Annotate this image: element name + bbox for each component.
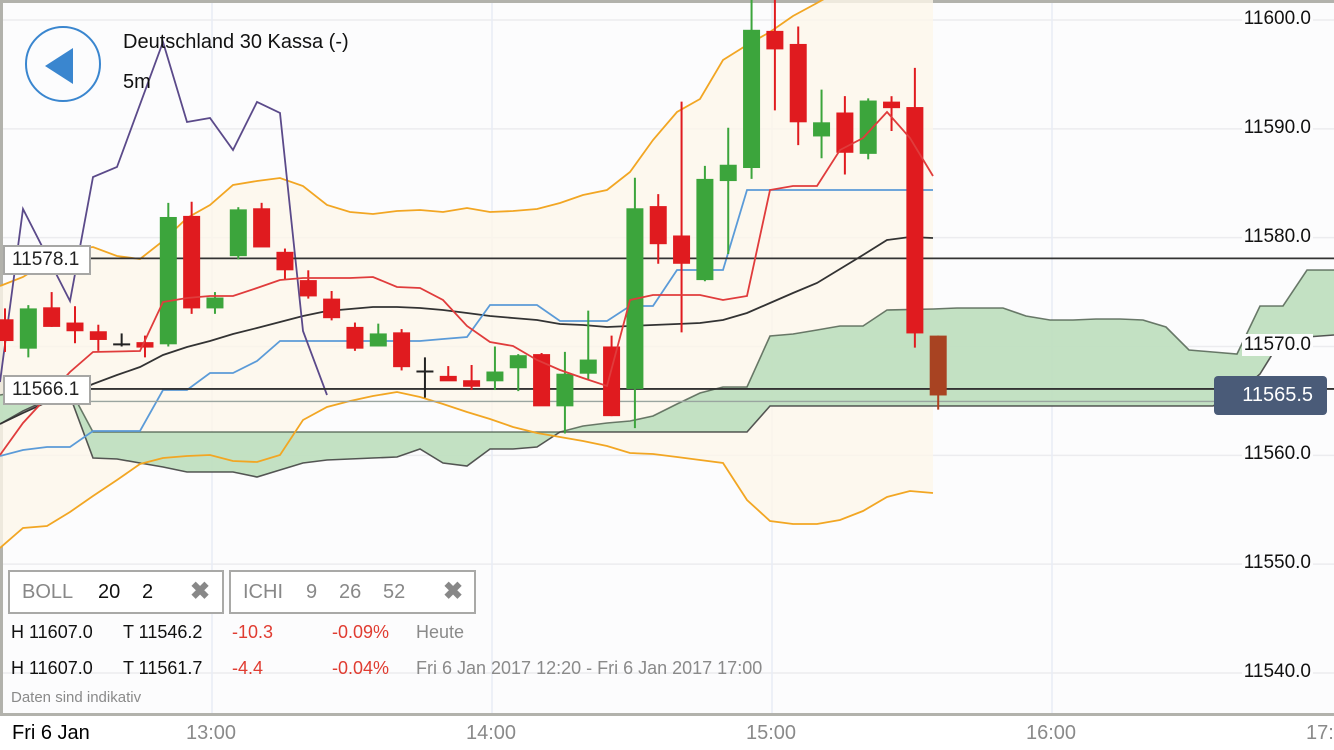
- candle-body: [556, 373, 574, 407]
- candle-body: [369, 333, 387, 347]
- instrument-title: Deutschland 30 Kassa (-): [123, 31, 349, 53]
- price-axis-label: 11540.0: [1241, 660, 1313, 683]
- indicator-param: 20: [98, 581, 121, 603]
- indicator-name: ICHI: [243, 581, 283, 603]
- hline-label-upper[interactable]: 11578.1: [3, 245, 91, 275]
- candle-body: [789, 43, 807, 123]
- candle-body: [743, 29, 761, 169]
- candle-body: [696, 178, 714, 281]
- last-candle-body: [929, 335, 947, 396]
- candle-body: [159, 216, 177, 345]
- candle-body: [766, 30, 784, 50]
- candle-body: [253, 208, 271, 248]
- stat-period: Heute: [416, 622, 465, 642]
- price-axis-label: 11580.0: [1241, 225, 1313, 248]
- indicator-param: 26: [339, 581, 362, 603]
- back-arrow-icon: [45, 48, 73, 84]
- candle-body: [486, 371, 504, 382]
- stat-low: T 11546.2: [123, 622, 203, 642]
- senkou-span-b: [0, 334, 1334, 478]
- candle-body: [533, 354, 551, 407]
- time-axis-label: 15:00: [746, 722, 797, 744]
- interval-label[interactable]: 5m: [123, 71, 151, 93]
- candle-body: [323, 298, 341, 319]
- candle-body: [346, 326, 364, 349]
- bollinger-lower: [0, 391, 934, 549]
- stat-high: H 11607.0: [11, 658, 93, 678]
- candle-body: [299, 280, 317, 297]
- candle-body: [393, 332, 411, 368]
- candle-body: [19, 308, 37, 349]
- candle-body: [906, 107, 924, 334]
- stat-high: H 11607.0: [11, 622, 93, 642]
- time-axis-label: 16:00: [1026, 722, 1077, 744]
- candle-body: [719, 164, 737, 182]
- candle-body: [43, 307, 61, 327]
- candle-body: [206, 297, 224, 309]
- candle-body: [89, 331, 107, 340]
- candle-body: [859, 100, 877, 154]
- candle-body: [136, 342, 154, 348]
- candle-body: [673, 235, 691, 264]
- stat-change: -10.3: [232, 622, 274, 642]
- bollinger-middle: [0, 236, 934, 425]
- candle-body: [229, 209, 247, 257]
- price-chart[interactable]: [0, 0, 1334, 716]
- candle-body: [276, 251, 294, 271]
- close-icon[interactable]: ✖: [190, 578, 211, 605]
- candle-body: [439, 375, 457, 382]
- candle-body: [649, 206, 667, 245]
- stat-change: -4.4: [232, 658, 264, 678]
- indicator-boll[interactable]: BOLL 20 2 ✖: [8, 570, 224, 614]
- back-button[interactable]: [25, 26, 101, 102]
- indicator-param: 9: [306, 581, 318, 603]
- disclaimer: Daten sind indikativ: [11, 689, 142, 706]
- tenkan-sen: [0, 110, 934, 456]
- senkou-span-a: [0, 269, 1334, 433]
- time-axis-label: 17:: [1306, 722, 1334, 744]
- kijun-sen: [0, 189, 933, 457]
- time-axis-label: 13:00: [186, 722, 237, 744]
- stat-pct: -0.09%: [332, 622, 390, 642]
- price-axis-label: 11590.0: [1241, 116, 1313, 139]
- chikou-span: [0, 39, 328, 396]
- candle-body: [836, 112, 854, 153]
- stat-pct: -0.04%: [332, 658, 390, 678]
- indicator-param: 2: [142, 581, 154, 603]
- indicator-ichi[interactable]: ICHI 9 26 52 ✖: [229, 570, 476, 614]
- candle-body: [579, 359, 597, 374]
- candle-body: [463, 380, 481, 387]
- price-axis-label: 11570.0: [1241, 334, 1313, 357]
- candle-body: [0, 319, 14, 342]
- price-axis-label: 11600.0: [1241, 8, 1313, 30]
- current-price-badge: 11565.5: [1214, 376, 1327, 415]
- hline-label-lower[interactable]: 11566.1: [3, 375, 91, 405]
- candle-body: [66, 322, 84, 332]
- indicator-param: 52: [383, 581, 406, 603]
- price-axis-label: 11560.0: [1241, 443, 1313, 466]
- close-icon[interactable]: ✖: [443, 578, 464, 605]
- stat-period: Fri 6 Jan 2017 12:20 - Fri 6 Jan 2017 17…: [416, 658, 763, 678]
- candle-body: [883, 101, 901, 109]
- time-axis-label: 14:00: [466, 722, 517, 744]
- price-axis-label: 11550.0: [1241, 552, 1313, 575]
- ichimoku-cloud-bullish: [0, 270, 1334, 477]
- date-label: Fri 6 Jan: [0, 716, 108, 750]
- indicator-name: BOLL: [22, 581, 74, 603]
- stat-low: T 11561.7: [123, 658, 203, 678]
- candle-body: [183, 215, 201, 309]
- candle-body: [813, 122, 831, 137]
- candle-body: [509, 355, 527, 369]
- candle-body: [603, 346, 621, 417]
